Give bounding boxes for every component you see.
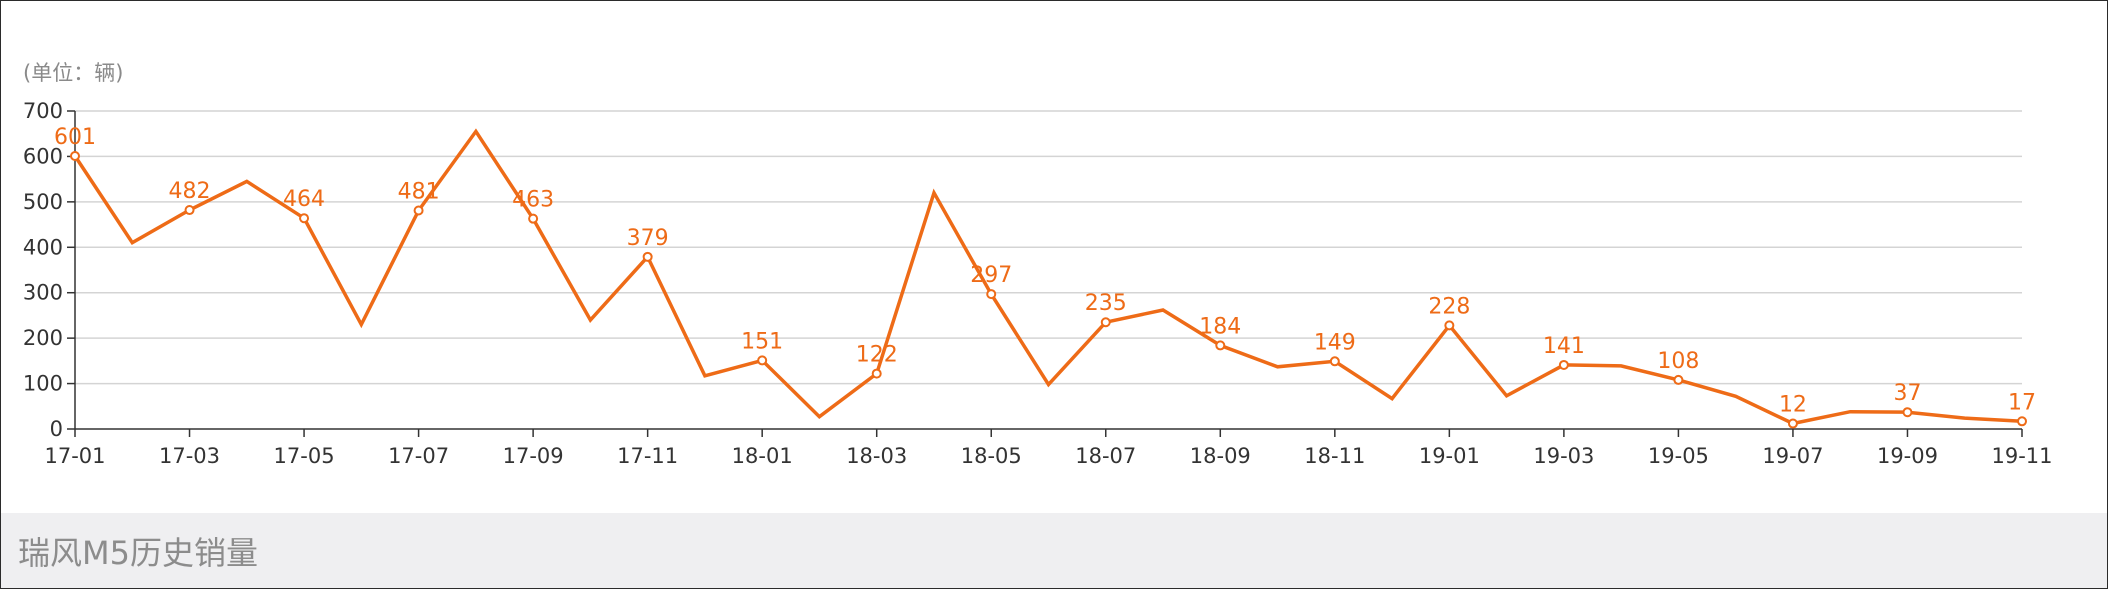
x-tick-label: 17-01 [44, 444, 105, 468]
data-point [1673, 374, 1684, 385]
data-label: 141 [1543, 334, 1585, 359]
data-point [1215, 340, 1226, 351]
x-tick-label: 17-03 [159, 444, 220, 468]
x-tick-label: 18-01 [732, 444, 793, 468]
series-line [73, 128, 2023, 426]
x-tick-label: 18-09 [1190, 444, 1251, 468]
data-point [70, 150, 80, 161]
x-tick-label: 17-11 [617, 444, 678, 468]
y-tick-label: 600 [23, 144, 63, 168]
data-point [642, 251, 653, 262]
data-point [871, 368, 882, 379]
data-label: 235 [1085, 291, 1127, 316]
series-line-group [73, 128, 2023, 426]
data-label: 228 [1428, 294, 1470, 319]
x-tick-label: 19-07 [1762, 444, 1823, 468]
data-label: 37 [1893, 381, 1921, 406]
data-label: 379 [627, 226, 669, 251]
data-point [2017, 416, 2027, 427]
data-label: 482 [169, 179, 211, 204]
data-label: 149 [1314, 330, 1356, 355]
data-label: 108 [1657, 349, 1699, 374]
data-label: 463 [512, 188, 554, 213]
data-label: 481 [398, 179, 440, 204]
data-point [757, 355, 768, 366]
chart-caption: 瑞风M5历史销量 [18, 534, 258, 572]
x-tick-label: 18-11 [1304, 444, 1365, 468]
data-point [184, 205, 195, 216]
y-tick-label: 300 [23, 281, 63, 305]
x-tick-label: 19-09 [1877, 444, 1938, 468]
line-chart: (单位：辆) 0 100 200 300 400 500 600 700 17-01 17-03 1… [23, 61, 2053, 468]
x-tick-label: 18-03 [846, 444, 907, 468]
data-point [1787, 418, 1798, 429]
data-point [1902, 407, 1913, 418]
data-point [986, 289, 997, 300]
x-tick-label: 18-07 [1075, 444, 1136, 468]
gridlines [75, 110, 2022, 385]
y-tick-label: 500 [23, 190, 63, 214]
footer-bar: 瑞风M5历史销量 [1, 513, 2107, 588]
axes: 0 100 200 300 400 500 600 700 17-01 17-03 17-05 17-… [23, 99, 2053, 468]
data-point [299, 213, 310, 224]
y-tick-label: 700 [23, 99, 63, 123]
data-labels: 601 482 464 481 463 379 151 122 297 235 184 149 228 1… [54, 125, 2036, 418]
data-label: 184 [1199, 314, 1241, 339]
data-label: 12 [1779, 393, 1807, 418]
data-point [1558, 359, 1569, 370]
data-points [70, 150, 2027, 429]
data-label: 297 [970, 263, 1012, 288]
data-label: 601 [54, 125, 96, 150]
data-point [1329, 356, 1340, 367]
data-label: 151 [741, 329, 783, 354]
y-tick-label: 200 [23, 326, 63, 350]
data-point [413, 205, 424, 216]
unit-label: (单位：辆) [23, 61, 123, 85]
y-tick-label: 400 [23, 235, 63, 259]
x-tick-label: 18-05 [961, 444, 1022, 468]
x-tick-label: 19-05 [1648, 444, 1709, 468]
data-point [1100, 317, 1111, 328]
x-tick-label: 19-03 [1533, 444, 1594, 468]
x-tick-label: 17-05 [274, 444, 335, 468]
data-point [1444, 320, 1455, 331]
data-label: 17 [2008, 390, 2036, 415]
data-label: 122 [856, 343, 898, 368]
x-tick-label: 17-09 [503, 444, 564, 468]
x-tick-label: 19-01 [1419, 444, 1480, 468]
data-label: 464 [283, 187, 325, 212]
data-point [528, 213, 539, 224]
y-tick-label: 100 [23, 372, 63, 396]
x-tick-label: 19-11 [1991, 444, 2052, 468]
x-tick-label: 17-07 [388, 444, 449, 468]
y-tick-label: 0 [50, 417, 63, 441]
